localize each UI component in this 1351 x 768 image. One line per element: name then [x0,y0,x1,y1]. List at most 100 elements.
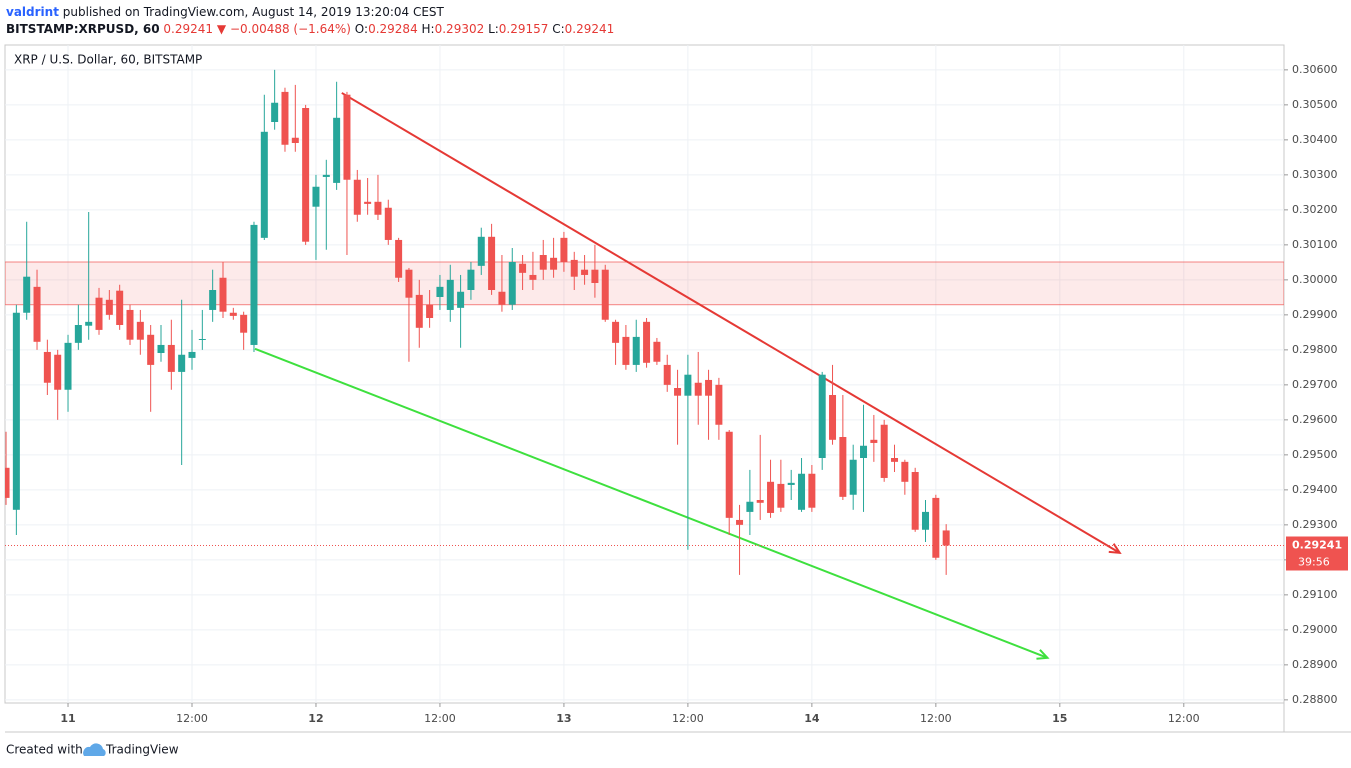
candle-body [250,224,258,345]
candle-body [312,186,320,207]
candle-body [622,336,630,365]
arrow: ▼ [217,22,227,36]
candle-body [291,137,299,143]
candle-body [829,395,837,440]
candle-body [147,334,155,365]
chart-title: XRP / U.S. Dollar, 60, BITSTAMP [14,53,202,67]
candle-body [74,325,82,343]
candle-body [849,459,857,495]
candle-body [364,201,372,204]
arrowhead [1108,543,1122,555]
candle-body [901,461,909,482]
trendline [341,92,1121,554]
drawings [5,92,1284,660]
symbol-line: BITSTAMP:XRPUSD, 60 0.29241 ▼ −0.00488 (… [6,22,614,36]
y-tick-label: 0.28800 [1292,693,1338,706]
candle-body [736,519,744,525]
ohlc-value: 0.29302 [435,22,485,36]
last-price-label: 0.29241 [1292,539,1342,552]
candle-body [240,314,248,333]
candle-body [105,299,113,315]
arrowhead [1036,649,1050,660]
y-tick-label: 0.29000 [1292,623,1338,636]
candle-body [498,291,506,305]
ohlc-label: C: [552,22,564,36]
candle-body [560,237,568,262]
candle-body [457,291,465,308]
y-tick-label: 0.30100 [1292,238,1338,251]
candle-body [777,483,785,508]
author: valdrint [6,5,59,19]
candle-body [281,91,289,145]
candle-body [136,321,144,340]
logo [83,743,106,756]
candle-body [95,297,103,330]
candle-body [870,439,878,443]
x-tick-label: 12 [308,712,323,725]
candle-body [384,207,392,240]
plot-border [4,44,1285,704]
x-tick-label: 12:00 [1168,712,1200,725]
candle-body [705,379,713,396]
candle-body [880,424,888,478]
candle-body [725,431,733,518]
y-tick-label: 0.30600 [1292,63,1338,76]
countdown: 39:56 [1298,556,1330,569]
candle-body [415,294,423,328]
candle-body [5,467,10,498]
candle-body [126,309,134,340]
grid [5,45,1284,703]
y-tick-label: 0.29400 [1292,483,1338,496]
candle-body [85,321,93,326]
candle-body [467,269,475,290]
y-tick-label: 0.30400 [1292,133,1338,146]
candle-body [229,312,237,316]
candle-body [33,286,41,342]
candle-body [798,473,806,510]
candle-body [116,290,124,325]
candle-body [23,276,31,313]
candle-body [198,339,206,340]
candle-body [12,312,20,510]
candle-body [684,374,692,396]
candle-body [746,501,754,512]
trendline [254,347,1048,659]
candle-body [477,236,485,266]
y-tick-label: 0.28900 [1292,658,1338,671]
candle-body [581,269,589,275]
candle-body [167,344,175,372]
ohlc-value: 0.29284 [368,22,418,36]
y-tick-label: 0.29700 [1292,378,1338,391]
footer-text: Created with [6,743,83,757]
x-tick-label: 12:00 [176,712,208,725]
x-tick-label: 11 [60,712,75,725]
candle-body [322,174,330,177]
candles [5,69,1284,575]
candle-body [446,279,454,310]
candle-body [591,269,599,283]
candle-body [54,354,62,390]
candle-body [787,482,795,485]
ohlc-value: 0.29157 [499,22,549,36]
x-tick-label: 13 [556,712,571,725]
candle-body [64,342,72,390]
candle-body [818,374,826,458]
candle-body [767,481,775,513]
footer-brand: TradingView [105,743,179,757]
candle-body [157,344,165,353]
candle-body [756,500,764,503]
published: published on TradingView.com, August 14,… [63,5,445,19]
candle-body [488,236,496,290]
candle-body [178,354,186,372]
candle-body [663,364,671,385]
candle-body [209,290,217,310]
ohlc-label: L: [488,22,499,36]
candle-body [260,131,268,238]
y-tick-label: 0.30200 [1292,203,1338,216]
candle-body [694,382,702,396]
x-tick-label: 15 [1052,712,1067,725]
candle-body [43,351,51,383]
x-tick-label: 12:00 [424,712,456,725]
candle-body [333,117,341,183]
